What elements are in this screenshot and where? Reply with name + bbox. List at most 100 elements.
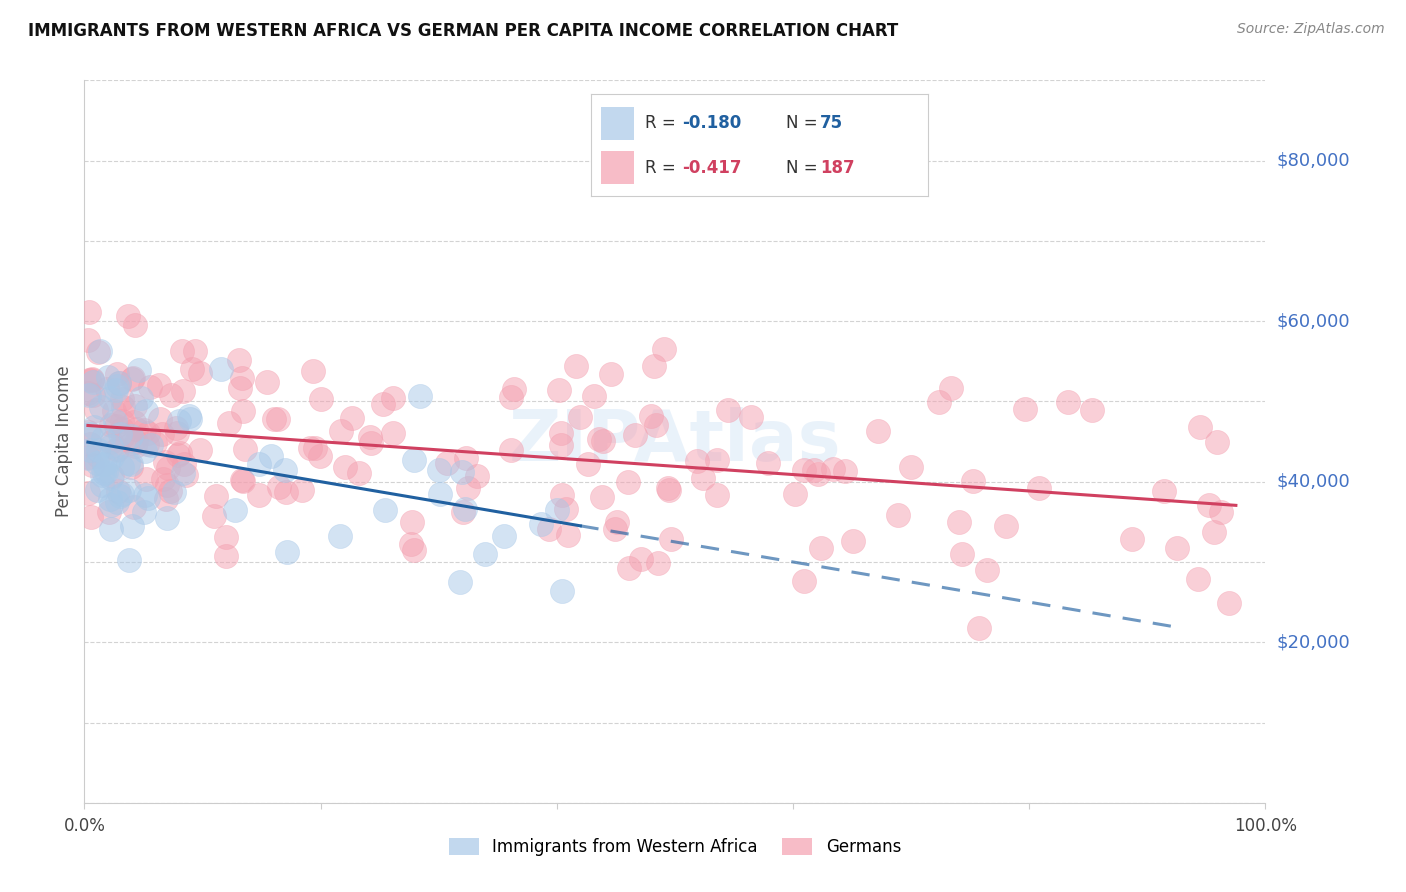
Point [84,403,107,417]
Point [120,457,142,471]
Point [807,467,830,481]
Text: -0.180: -0.180 [682,114,741,132]
Point [569,409,592,424]
Point [494,529,516,543]
Point [333,460,356,475]
Point [105,442,128,457]
Point [111,460,134,475]
Point [643,359,665,373]
Point [564,359,586,373]
Point [302,364,325,378]
Point [948,515,970,529]
Text: N =: N = [786,159,823,177]
Point [274,485,297,500]
Point [692,470,714,484]
Point [135,436,157,450]
Point [170,344,193,359]
Point [128,363,150,377]
Point [96,382,118,396]
Point [1056,395,1078,409]
Point [900,460,922,475]
Point [138,380,160,394]
Point [756,456,779,470]
Point [108,489,131,503]
Point [80,509,103,524]
Point [79,305,101,319]
Point [457,481,479,495]
Point [188,442,211,457]
Point [233,442,256,456]
Point [1153,483,1175,498]
Point [125,434,148,449]
Point [107,483,129,498]
Point [886,508,908,522]
Point [82,375,104,389]
Point [256,376,278,390]
Point [148,378,170,392]
Point [451,505,474,519]
Point [77,450,100,465]
Point [100,435,122,450]
Point [969,621,991,635]
Point [82,388,104,402]
Point [617,561,640,575]
Point [174,468,197,483]
Point [436,456,458,470]
Point [89,343,111,358]
Text: R =: R = [644,159,681,177]
Point [231,370,253,384]
Point [156,460,179,475]
Point [108,376,131,391]
Point [276,545,298,559]
Point [172,384,194,399]
Point [179,412,201,426]
Point [86,456,108,470]
Text: $40,000: $40,000 [1277,473,1350,491]
Point [550,583,572,598]
Point [600,368,623,382]
Point [134,505,156,519]
Point [592,434,614,449]
Point [309,392,332,406]
Bar [600,151,634,184]
Point [209,362,232,376]
Point [202,509,225,524]
Point [359,430,381,444]
Point [97,455,120,469]
Point [474,547,496,561]
Point [94,465,117,479]
Point [298,442,321,456]
Point [125,422,148,436]
Point [97,370,120,384]
Point [132,423,155,437]
Point [429,487,451,501]
Point [499,443,522,458]
Point [546,502,568,516]
Point [329,529,352,543]
Point [79,443,101,458]
Point [117,309,139,323]
Point [135,404,157,418]
Point [105,379,128,393]
Point [93,458,115,472]
Legend: Immigrants from Western Africa, Germans: Immigrants from Western Africa, Germans [449,838,901,856]
Point [124,318,146,332]
Point [77,486,100,500]
Point [686,454,709,468]
Point [810,541,832,556]
Point [371,397,394,411]
Point [100,418,122,433]
Point [121,436,143,450]
Point [605,523,627,537]
Point [77,385,100,400]
Point [659,532,682,546]
Point [122,415,145,429]
Point [121,519,143,533]
Point [150,427,173,442]
Point [120,429,142,443]
Point [100,470,122,484]
Point [166,426,188,441]
Point [77,425,100,439]
Point [550,425,572,440]
Point [273,463,295,477]
